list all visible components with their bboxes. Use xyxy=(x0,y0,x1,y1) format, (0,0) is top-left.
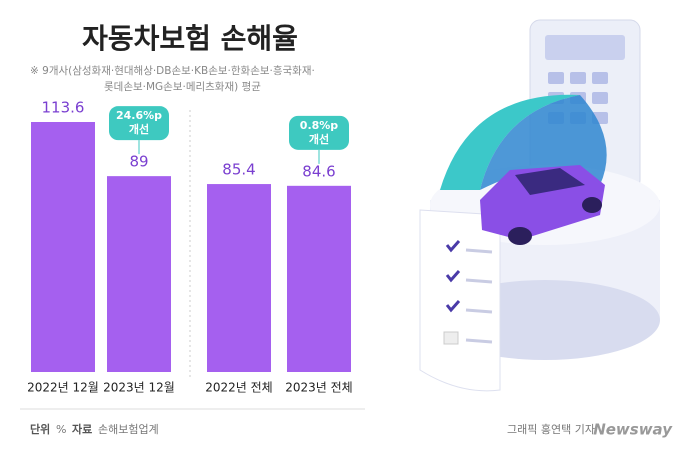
value-label: 84.6 xyxy=(302,162,335,180)
value-label: 113.6 xyxy=(42,99,85,117)
callout xyxy=(109,106,169,141)
bar xyxy=(31,122,95,372)
callout-text: 0.8%p xyxy=(300,119,339,132)
x-tick-label: 2022년 12월 xyxy=(27,381,99,395)
bar xyxy=(287,185,351,372)
chart-title: 자동차보험 손해율 xyxy=(82,22,298,55)
value-label: 85.4 xyxy=(222,161,255,179)
x-tick-label: 2023년 전체 xyxy=(285,381,352,395)
unit: % xyxy=(56,423,66,436)
bar xyxy=(107,176,171,372)
callout-text: 개선 xyxy=(309,132,329,146)
unit-label: 단위 xyxy=(30,422,50,436)
source: 손해보험업계 xyxy=(98,422,159,436)
callout-text: 24.6%p xyxy=(116,109,162,122)
credit: 그래픽 홍연택 기자 xyxy=(507,422,595,436)
bar xyxy=(207,184,271,372)
subtitle: ※ 9개사(삼성화재·현대해상·DB손보·KB손보·한화손보·흥국화재· xyxy=(30,64,315,77)
illustration xyxy=(419,19,660,392)
x-tick-label: 2022년 전체 xyxy=(205,381,272,395)
value-label: 89 xyxy=(129,153,148,171)
brand: Newsway xyxy=(593,421,673,439)
callout xyxy=(289,115,349,150)
callout-text: 개선 xyxy=(129,122,149,136)
source-label: 자료 xyxy=(72,422,92,436)
subtitle: 롯데손보·MG손보·메리츠화재) 평균 xyxy=(104,81,261,93)
x-tick-label: 2023년 12월 xyxy=(103,381,175,395)
